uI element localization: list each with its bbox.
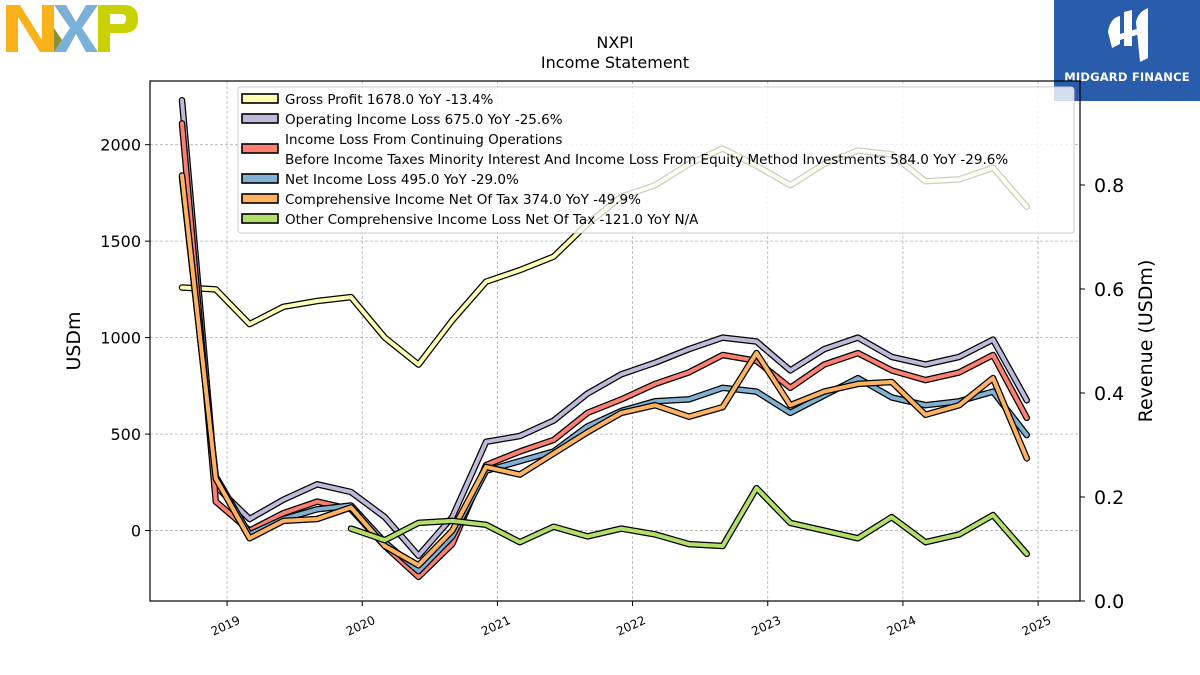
legend-label-2: Operating Income Loss 675.0 YoY -25.6%: [285, 112, 563, 128]
y-tick-label: 1000: [100, 329, 141, 348]
legend-label-4: Net Income Loss 495.0 YoY -29.0%: [285, 172, 519, 188]
y-axis-right-label: Revenue (USDm): [1135, 260, 1157, 423]
legend-swatch: [241, 173, 279, 184]
midgard-emblem-icon: [1108, 8, 1148, 62]
chart-title: NXPI: [596, 33, 633, 52]
legend-swatch: [241, 113, 279, 124]
legend: Gross Profit 1678.0 YoY -13.4% Operating …: [237, 86, 1075, 234]
series-line-3: [178, 120, 1031, 581]
plot-frame: [149, 80, 1081, 602]
legend-label-3: Before Income Taxes Minority Interest An…: [285, 152, 1008, 168]
series-stroke: [349, 486, 1029, 556]
series-line-5: [178, 172, 1031, 569]
legend-label-3: Income Loss From Continuing Operations: [285, 132, 562, 148]
legend-label-1: Gross Profit 1678.0 YoY -13.4%: [285, 92, 494, 108]
x-tick-label: 2025: [1020, 613, 1054, 639]
y-right-tick-label: 0.0: [1094, 591, 1124, 613]
series-line-4: [178, 174, 1031, 575]
chart-subtitle: Income Statement: [541, 53, 689, 72]
series-line-6: [347, 484, 1031, 558]
legend-swatch: [241, 143, 279, 154]
x-tick-label: 2021: [479, 613, 513, 639]
legend-swatch: [241, 193, 279, 204]
y-tick-label: 1500: [100, 232, 141, 251]
midgard-finance-logo: MIDGARD FINANCE: [1054, 0, 1200, 101]
y-tick-label: 500: [110, 425, 141, 444]
x-tick-label: 2023: [749, 613, 783, 639]
legend-label-5: Comprehensive Income Net Of Tax 374.0 Yo…: [285, 192, 641, 208]
y-axis-label: USDm: [63, 311, 85, 370]
legend-box: [237, 86, 1075, 234]
y-right-tick-label: 0.4: [1094, 383, 1124, 405]
legend-swatch: [241, 213, 279, 224]
y-right-tick-label: 0.8: [1094, 175, 1124, 197]
series-stroke: [180, 175, 1029, 574]
midgard-finance-label: MIDGARD FINANCE: [1064, 70, 1190, 84]
legend-label-6: Other Comprehensive Income Loss Net Of T…: [285, 212, 699, 228]
x-tick-label: 2019: [209, 613, 243, 639]
nxp-logo: [0, 0, 145, 58]
x-tick-label: 2020: [344, 613, 378, 639]
x-tick-label: 2024: [885, 613, 919, 639]
series-line-2: [178, 97, 1031, 559]
series-stroke: [180, 173, 1029, 568]
y-right-tick-label: 0.2: [1094, 487, 1124, 509]
x-tick-label: 2022: [614, 613, 648, 639]
series-stroke: [180, 98, 1029, 558]
y-tick-label: 2000: [100, 136, 141, 155]
series-stroke: [180, 121, 1029, 579]
legend-swatch: [241, 93, 279, 104]
y-right-tick-label: 0.6: [1094, 279, 1124, 301]
y-tick-label: 0: [131, 522, 141, 541]
